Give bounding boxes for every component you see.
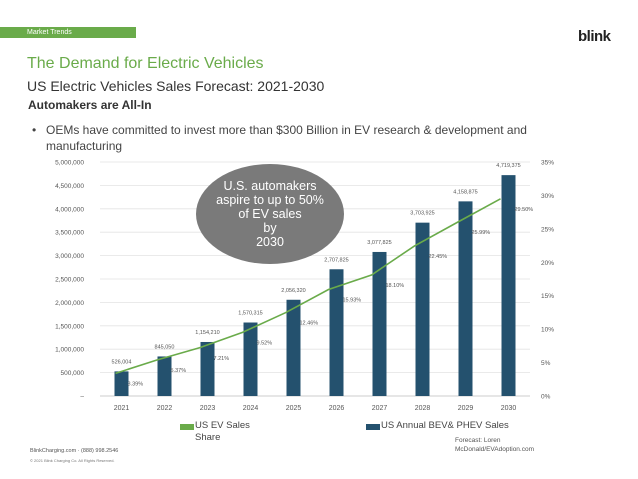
right-tick-label: 0%	[541, 394, 551, 401]
x-tick-label: 2027	[372, 405, 388, 412]
bar-2025	[286, 299, 301, 396]
right-tick-label: 5%	[541, 360, 551, 367]
share-value-label: 9.52%	[257, 340, 273, 346]
bar-value-label: 845,050	[155, 344, 175, 350]
bar-2023	[200, 341, 215, 396]
share-value-label: 22.45%	[429, 254, 448, 260]
right-tick-label: 15%	[541, 293, 554, 300]
callout-text: U.S. automakers	[223, 179, 316, 193]
left-tick-label: 1,000,000	[55, 347, 84, 354]
bar-2024	[243, 322, 258, 396]
bar-2026	[329, 269, 344, 396]
left-tick-label: 3,000,000	[55, 253, 84, 260]
bar-2030	[501, 175, 516, 396]
bar-2021	[114, 371, 129, 396]
callout-text: aspire to up to 50%	[216, 193, 324, 207]
footer-contact: BlinkCharging.com · (888) 998.2546	[30, 448, 119, 454]
legend-item-share: US EV Sales Share	[180, 420, 250, 444]
section-tag: Market Trends	[0, 27, 136, 38]
source-note: Forecast: Loren McDonald/EVAdoption.com	[455, 437, 535, 453]
right-tick-label: 30%	[541, 193, 554, 200]
right-tick-label: 25%	[541, 226, 554, 233]
bar-2028	[415, 222, 430, 396]
share-value-label: 7.21%	[214, 356, 230, 362]
page-subtitle: US Electric Vehicles Sales Forecast: 202…	[27, 78, 325, 94]
legend-label: US EV Sales Share	[195, 420, 250, 443]
x-tick-label: 2030	[501, 405, 517, 412]
share-value-label: 25.99%	[472, 230, 491, 236]
bar-value-label: 4,158,875	[453, 189, 477, 195]
bar-value-label: 1,154,210	[195, 330, 219, 336]
right-tick-label: 35%	[541, 160, 554, 167]
left-tick-label: 500,000	[61, 370, 85, 377]
x-tick-label: 2024	[243, 405, 259, 412]
share-value-label: 29.50%	[515, 207, 534, 213]
bullet-item: • OEMs have committed to invest more tha…	[32, 122, 592, 154]
x-tick-label: 2021	[114, 405, 130, 412]
callout-text: by	[263, 221, 277, 235]
callout-text: of EV sales	[238, 207, 301, 221]
left-tick-label: 2,000,000	[55, 300, 84, 307]
legend-label: US Annual BEV& PHEV Sales	[381, 420, 509, 431]
blink-logo: blink	[578, 28, 611, 45]
x-tick-label: 2029	[458, 405, 474, 412]
left-tick-label: 3,500,000	[55, 230, 84, 237]
share-line	[115, 198, 501, 375]
share-value-label: 12.46%	[300, 321, 319, 327]
page-title: The Demand for Electric Vehicles	[27, 55, 264, 72]
legend-swatch	[366, 424, 380, 430]
bar-2029	[458, 201, 473, 396]
bar-value-label: 2,056,320	[281, 288, 305, 294]
left-tick-label: 1,500,000	[55, 323, 84, 330]
share-value-label: 15.93%	[343, 297, 362, 303]
bullet-text: OEMs have committed to invest more than …	[46, 123, 527, 153]
section-heading: Automakers are All-In	[28, 98, 152, 112]
right-tick-label: 20%	[541, 260, 554, 267]
bar-value-label: 526,004	[112, 359, 132, 365]
share-value-label: 3.39%	[128, 381, 144, 387]
bullet-dot: •	[32, 123, 37, 137]
legend-swatch	[180, 424, 194, 430]
left-tick-label: 2,500,000	[55, 277, 84, 284]
x-tick-label: 2026	[329, 405, 345, 412]
left-tick-label: 4,000,000	[55, 206, 84, 213]
share-value-label: 5.37%	[171, 368, 187, 374]
bar-value-label: 4,719,375	[496, 163, 520, 169]
left-tick-label: 4,500,000	[55, 183, 84, 190]
left-tick-label: 5,000,000	[55, 160, 84, 167]
left-tick-label: –	[80, 394, 84, 401]
bar-value-label: 3,077,825	[367, 240, 391, 246]
right-tick-label: 10%	[541, 327, 554, 334]
callout-text: 2030	[256, 235, 284, 249]
share-value-label: 18.10%	[386, 283, 405, 289]
callout-bubble	[196, 164, 344, 264]
x-tick-label: 2023	[200, 405, 216, 412]
legend-item-sales: US Annual BEV& PHEV Sales	[366, 420, 509, 432]
bar-value-label: 1,570,315	[238, 311, 262, 317]
footer-copyright: © 2021 Blink Charging Co. All Rights Res…	[30, 458, 115, 463]
bar-value-label: 3,703,925	[410, 211, 434, 217]
bar-2022	[157, 356, 172, 396]
x-tick-label: 2025	[286, 405, 302, 412]
x-tick-label: 2028	[415, 405, 431, 412]
bar-value-label: 2,707,825	[324, 257, 348, 263]
bar-2027	[372, 251, 387, 396]
x-tick-label: 2022	[157, 405, 173, 412]
